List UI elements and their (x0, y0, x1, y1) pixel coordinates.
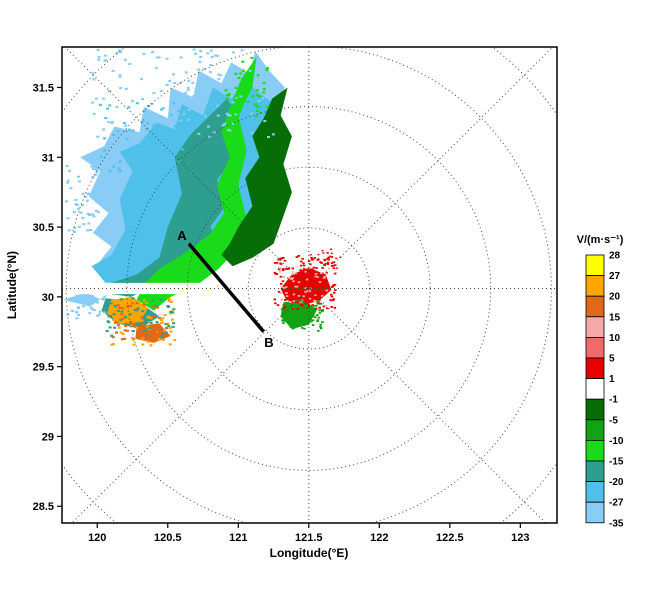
cross-section-label-a: A (177, 228, 187, 243)
speckle-green-speckle-below-red (280, 299, 325, 332)
echo-region-bright-green-band (136, 56, 257, 311)
x-tick-label: 121.5 (295, 532, 323, 544)
y-tick-label: 29.5 (33, 362, 54, 374)
colorbar-cell (585, 254, 605, 277)
colorbar-tick-label: -27 (609, 498, 624, 509)
x-tick-label: 122.5 (436, 532, 464, 544)
range-ring (65, 47, 552, 523)
speckle-pink-speckle (278, 266, 329, 303)
x-axis-title: Longitude(°E) (270, 546, 349, 560)
colorbar-cell (585, 481, 605, 503)
colorbar: 28 27 20 15 10 5 1 -1 -5 -10 -15 -20 -27 -35 (585, 251, 624, 529)
cross-section-label-b: B (264, 335, 273, 350)
y-tick-label: 31 (42, 152, 54, 164)
speckle-lightblue-top-fringe-speckle (91, 48, 275, 139)
colorbar-cell (585, 398, 605, 421)
y-axis-title: Latitude(°N) (5, 251, 19, 319)
echo-region-zero-isodop-white-streak (63, 282, 243, 295)
colorbar-tick-label: 1 (609, 374, 615, 385)
speckle-lightblue-west-low-speckle (66, 294, 107, 320)
colorbar-tick-label: -1 (609, 395, 618, 406)
speckle-lightblue-west-speckle (65, 158, 100, 233)
colorbar-cell (585, 275, 605, 297)
colorbar-cell (585, 336, 605, 359)
colorbar-cell (585, 295, 605, 318)
speckle-darkorange-speckle (111, 302, 168, 341)
colorbar-cell (585, 378, 605, 400)
colorbar-tick-label: 10 (609, 333, 621, 344)
colorbar-cell (585, 460, 605, 483)
y-tick-label: 30.5 (33, 222, 54, 234)
colorbar-tick-label: 20 (609, 292, 621, 303)
colorbar-tick-label: 27 (609, 271, 621, 282)
colorbar-tick-label: -35 (609, 518, 624, 529)
y-tick-label: 31.5 (33, 82, 54, 94)
x-tick-label: 121 (229, 532, 247, 544)
speckle-brightgreen-top-speckle (224, 56, 269, 118)
speckle-cyan-fringe-speckle (99, 102, 184, 173)
colorbar-tick-label: 5 (609, 354, 615, 365)
colorbar-cell (585, 419, 605, 441)
colorbar-cell (585, 501, 605, 524)
colorbar-tick-label: -5 (609, 415, 618, 426)
y-tick-label: 28.5 (33, 501, 54, 513)
colorbar-tick-label: 28 (609, 251, 621, 262)
colorbar-title: V/(m·s⁻¹) (577, 234, 624, 246)
cross-section-line (187, 242, 266, 333)
x-tick-label: 122 (370, 532, 388, 544)
plot-border (61, 46, 558, 524)
colorbar-cell (585, 357, 605, 380)
colorbar-tick-label: 15 (609, 312, 621, 323)
echo-region-dark-green-strip (221, 87, 292, 267)
range-ring (247, 227, 370, 350)
colorbar-cell (585, 439, 605, 462)
x-tick-label: 120 (88, 532, 106, 544)
x-tick-label: 120.5 (154, 532, 182, 544)
echo-layer (63, 48, 342, 347)
speckle-teal-southwest-speckle (105, 297, 176, 338)
colorbar-cell (585, 316, 605, 338)
y-tick-label: 29 (42, 431, 54, 443)
colorbar-tick-label: -10 (609, 436, 624, 447)
y-tick-label: 30 (42, 292, 54, 304)
colorbar-tick-label: -15 (609, 457, 624, 468)
x-tick-label: 123 (511, 532, 529, 544)
colorbar-tick-label: -20 (609, 477, 624, 488)
